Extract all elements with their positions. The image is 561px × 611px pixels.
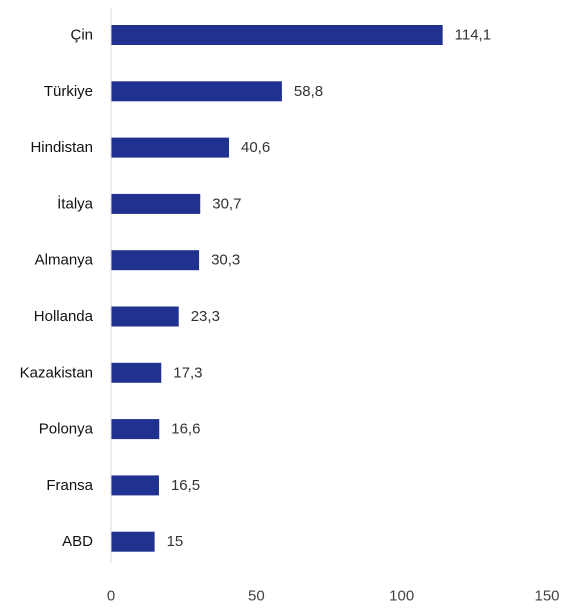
category-labels: Çin Türkiye Hindistan İtalya Almanya Hollanda… <box>20 27 94 551</box>
category-label: Hollanda <box>34 308 94 325</box>
bar <box>111 250 200 271</box>
bar <box>111 419 160 440</box>
x-tick-label: 100 <box>389 588 414 605</box>
data-label: 15 <box>167 533 184 550</box>
data-label: 30,7 <box>212 195 241 212</box>
x-tick-label: 50 <box>248 588 265 605</box>
category-label: Polonya <box>39 421 94 438</box>
bar <box>111 362 162 383</box>
data-label: 114,1 <box>455 27 491 44</box>
category-label: İtalya <box>57 194 94 212</box>
bars-layer <box>111 25 443 552</box>
data-label: 16,6 <box>171 421 200 438</box>
category-label: Türkiye <box>44 83 93 100</box>
bar <box>111 137 230 158</box>
data-label: 58,8 <box>294 83 323 100</box>
bar <box>111 25 443 45</box>
data-label: 17,3 <box>173 364 202 381</box>
value-labels: 114,1 58,8 40,6 30,7 30,3 23,3 17,3 16,6 16,5 15 <box>167 27 491 551</box>
x-tick-label: 150 <box>534 588 559 605</box>
data-label: 40,6 <box>241 139 270 156</box>
category-label: Almanya <box>35 252 94 269</box>
bar <box>111 306 179 327</box>
category-label: Çin <box>70 27 93 44</box>
bar <box>111 193 201 214</box>
category-label: Fransa <box>46 477 93 494</box>
data-label: 16,5 <box>171 477 200 494</box>
category-label: Hindistan <box>30 139 93 156</box>
data-label: 30,3 <box>211 252 240 269</box>
bar <box>111 475 159 496</box>
data-label: 23,3 <box>191 308 220 325</box>
bar <box>111 81 282 102</box>
bar <box>111 531 155 552</box>
category-label: Kazakistan <box>20 364 93 381</box>
x-tick-label: 0 <box>107 588 115 605</box>
category-label: ABD <box>62 533 93 550</box>
x-axis-tick-labels: 0 50 100 150 <box>107 588 560 605</box>
